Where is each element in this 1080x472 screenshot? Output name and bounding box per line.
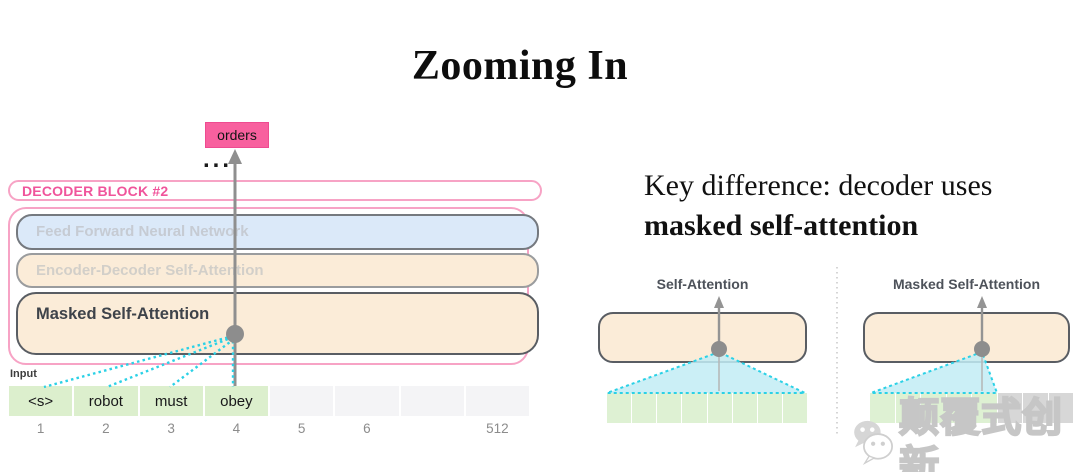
attention-input-cell — [632, 393, 657, 423]
output-token-box: orders — [205, 122, 269, 148]
attention-input-cell-masked — [997, 393, 1022, 423]
layer-masked-self-attention: Masked Self-Attention — [16, 292, 539, 355]
position-index: 512 — [486, 421, 509, 436]
attention-input-cell — [707, 393, 732, 423]
key-point-line2: masked self-attention — [644, 209, 919, 242]
input-token-cell: <s> — [9, 386, 73, 416]
position-index-row: 1 2 3 4 5 6 512 — [9, 421, 529, 437]
input-token-cell — [400, 386, 464, 416]
position-index: 1 — [36, 421, 45, 436]
attention-input-cell — [946, 393, 971, 423]
attention-input-cell — [657, 393, 682, 423]
position-index: 2 — [102, 421, 110, 436]
attention-input-cell — [972, 393, 997, 423]
layer-encoder-decoder-attention: Encoder-Decoder Self-Attention — [16, 253, 539, 288]
layer-encoder-decoder-attention-label: Encoder-Decoder Self-Attention — [36, 262, 264, 279]
layer-feed-forward: Feed Forward Neural Network — [16, 214, 539, 250]
attention-input-cell-masked — [1048, 393, 1073, 423]
masked-self-attention-input-row — [870, 393, 1073, 423]
masked-self-attention-title: Masked Self-Attention — [892, 276, 1040, 292]
page-title: Zooming In — [411, 43, 629, 90]
attention-input-cell — [607, 393, 632, 423]
self-attention-input-row — [607, 393, 807, 423]
attention-input-cell — [782, 393, 807, 423]
layer-feed-forward-label: Feed Forward Neural Network — [36, 223, 249, 240]
attention-input-cell-masked — [1023, 393, 1048, 423]
input-token-row: <s> robot must obey — [9, 386, 529, 416]
masked-self-attention-box — [863, 312, 1070, 363]
position-index: 4 — [232, 421, 241, 436]
watermark: 颠覆式创新 — [848, 394, 1080, 472]
attention-input-cell — [732, 393, 757, 423]
attention-input-cell — [921, 393, 946, 423]
self-attention-title: Self-Attention — [656, 276, 749, 292]
attention-input-cell — [757, 393, 782, 423]
decoder-block-label-text: DECODER BLOCK #2 — [22, 182, 169, 199]
attention-input-cell — [870, 393, 895, 423]
input-token-cell — [335, 386, 399, 416]
decoder-block-label: DECODER BLOCK #2 — [8, 180, 542, 201]
mini-right-arrowhead — [977, 296, 987, 308]
key-point-text: Key difference: decoder uses masked self… — [644, 166, 1074, 246]
input-token-cell — [465, 386, 529, 416]
input-token-cell — [270, 386, 334, 416]
attention-input-cell — [682, 393, 707, 423]
input-label: Input — [10, 368, 37, 380]
layer-masked-self-attention-label: Masked Self-Attention — [36, 305, 210, 323]
position-index: 5 — [297, 421, 306, 436]
attention-input-cell — [895, 393, 920, 423]
position-index — [401, 421, 464, 437]
self-attention-box — [598, 312, 807, 363]
input-token-cell: obey — [204, 386, 268, 416]
key-point-line1: Key difference: decoder uses — [644, 169, 993, 202]
watermark-text: 颠覆式创新 — [898, 395, 1064, 472]
ellipsis-dots: ... — [203, 146, 233, 173]
position-index: 6 — [363, 421, 371, 436]
position-index: 3 — [167, 421, 175, 436]
input-token-cell: robot — [74, 386, 138, 416]
input-token-cell: must — [139, 386, 203, 416]
mini-left-arrowhead — [714, 296, 724, 308]
wechat-icon — [854, 420, 893, 465]
